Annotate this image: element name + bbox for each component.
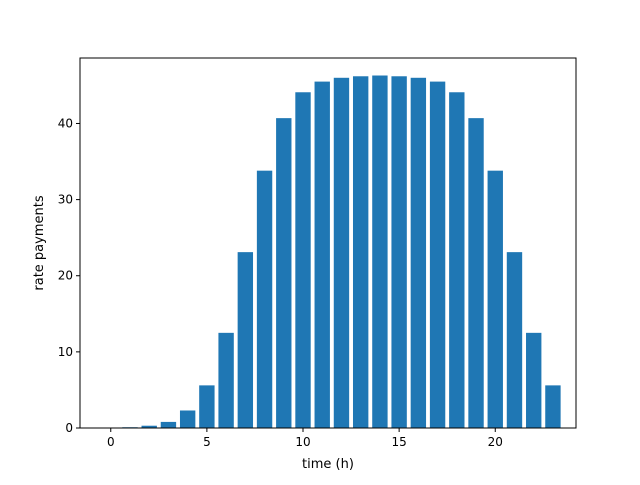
- bar-15: [391, 76, 407, 429]
- bar-19: [468, 118, 484, 428]
- x-tick-label-0: 0: [107, 435, 115, 449]
- bar-4: [179, 410, 196, 428]
- y-tick-label-0: 0: [65, 421, 73, 435]
- y-tick-label-40: 40: [58, 116, 73, 130]
- x-tick-label-15: 15: [391, 435, 406, 449]
- bar-2: [141, 425, 157, 428]
- bar-13: [352, 76, 369, 429]
- x-tick-label-20: 20: [488, 435, 503, 449]
- bars-group: [122, 75, 561, 429]
- bar-22: [526, 332, 542, 428]
- bar-6: [218, 332, 234, 428]
- bar-10: [295, 92, 311, 428]
- bar-9: [276, 118, 292, 428]
- bar-17: [429, 81, 446, 428]
- y-tick-label-30: 30: [58, 193, 73, 207]
- bar-7: [237, 252, 254, 428]
- y-axis-label: rate payments: [32, 195, 47, 290]
- y-axis-ticks: 0 10 20 30 40: [58, 116, 80, 435]
- bar-11: [314, 81, 330, 428]
- plot-frame: [79, 57, 577, 429]
- bar-8: [256, 170, 273, 429]
- bar-14: [372, 75, 388, 428]
- x-tick-label-10: 10: [295, 435, 310, 449]
- x-axis-label: time (h): [302, 457, 354, 472]
- bar-18: [449, 92, 465, 428]
- bar-21: [506, 252, 523, 428]
- bar-5: [199, 385, 215, 428]
- y-tick-label-10: 10: [58, 345, 73, 359]
- bar-23: [545, 385, 561, 428]
- bar-3: [160, 421, 177, 428]
- bar-16: [410, 77, 427, 428]
- bar-20: [487, 170, 503, 429]
- bar-12: [333, 77, 350, 428]
- y-tick-label-20: 20: [58, 269, 73, 283]
- x-tick-label-5: 5: [203, 435, 211, 449]
- x-axis-ticks: 0 5 10 15 20: [107, 428, 503, 449]
